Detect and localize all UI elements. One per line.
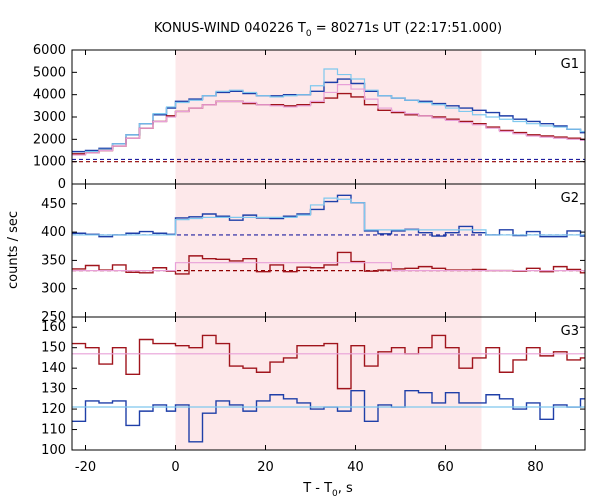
plot-layer: 0100020003000400050006000G12503003504004… xyxy=(33,43,586,475)
x-axis-label: T - T0, s xyxy=(302,481,353,499)
y-tick-label: 160 xyxy=(41,320,66,335)
panel-g2: 250 300 350 400 450 G2 xyxy=(41,183,586,325)
y-tick-label: 0 xyxy=(58,177,66,192)
x-axis-label-main: T - T xyxy=(302,481,332,496)
y-tick-label: 400 xyxy=(41,225,66,240)
series-line-pink xyxy=(72,84,585,156)
y-tick-label: 100 xyxy=(41,443,66,458)
y-tick-label: 300 xyxy=(41,282,66,297)
shaded-interval xyxy=(175,50,482,450)
x-tick-label: 40 xyxy=(347,460,364,475)
y-tick-label: 2000 xyxy=(33,132,66,147)
y-tick-label: 4000 xyxy=(33,88,66,103)
panel-g1: 0 1000 2000 3000 4000 5000 6000 G1 xyxy=(33,43,586,192)
y-tick-label: 5000 xyxy=(33,65,66,80)
y-tick-label: 450 xyxy=(41,197,66,212)
x-tick-label: -20 xyxy=(75,460,96,475)
panel-frame xyxy=(71,316,586,451)
y-tick-label: 120 xyxy=(41,402,66,417)
series-line-pink xyxy=(72,262,585,272)
x-tick-label: 20 xyxy=(257,460,274,475)
y-tick-label: 110 xyxy=(41,423,66,438)
x-tick-label: 0 xyxy=(171,460,179,475)
panel-g3: 100 110 120 130 140 150 160 G3 xyxy=(41,316,586,458)
y-tick-label: 130 xyxy=(41,382,66,397)
series-line-dark-blue xyxy=(72,78,585,153)
series-line-dark-red xyxy=(72,334,585,390)
panel-label: G3 xyxy=(561,324,579,339)
chart-title: KONUS-WIND 040226 T0 = 80271s UT (22:17:… xyxy=(154,21,502,39)
y-tick-label: 1000 xyxy=(33,155,66,170)
chart-title-subscript: 0 xyxy=(306,29,312,39)
series-line-light-blue xyxy=(72,197,585,236)
x-tick-label: 80 xyxy=(527,460,544,475)
series-line-light-blue xyxy=(72,68,585,155)
y-tick-label: 6000 xyxy=(33,43,66,58)
y-tick-label: 350 xyxy=(41,253,66,268)
y-tick-label: 3000 xyxy=(33,110,66,125)
x-axis-label-tail: , s xyxy=(338,481,353,496)
chart-title-tail: = 80271s UT (22:17:51.000) xyxy=(312,21,502,36)
y-tick-label: 150 xyxy=(41,341,66,356)
y-tick-label: 140 xyxy=(41,361,66,376)
x-axis-label-subscript: 0 xyxy=(332,489,338,499)
y-tick-label: 250 xyxy=(41,310,66,325)
panel-label: G2 xyxy=(561,191,579,206)
panel-label: G1 xyxy=(561,57,579,72)
chart-title-main: KONUS-WIND 040226 T xyxy=(154,21,306,36)
x-tick-label: 60 xyxy=(437,460,454,475)
y-axis-label: counts / sec xyxy=(6,211,21,289)
